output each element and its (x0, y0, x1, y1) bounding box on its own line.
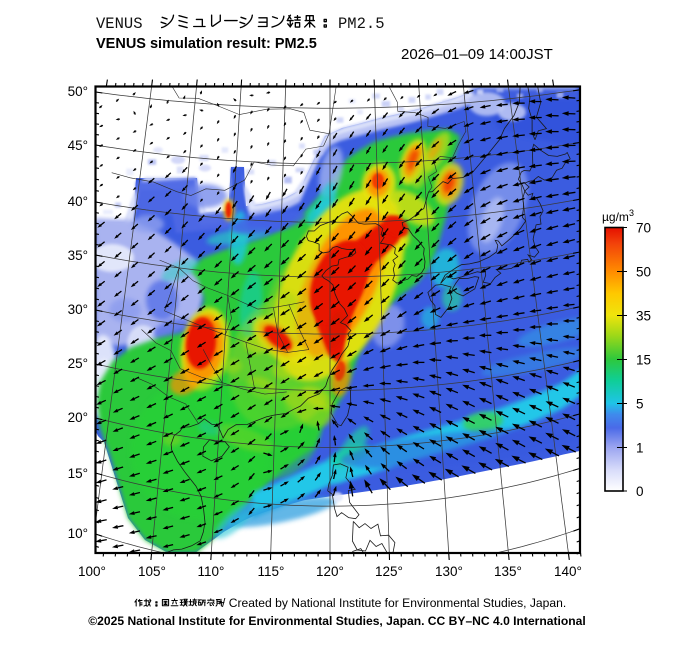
svg-text:15°: 15° (68, 466, 88, 481)
svg-text:0: 0 (636, 484, 644, 499)
svg-text:3: 3 (629, 208, 634, 218)
svg-text:140°: 140° (554, 564, 582, 579)
svg-text:/ Created by National Institut: / Created by National Institute for Envi… (222, 596, 566, 610)
svg-text:70: 70 (636, 221, 651, 236)
svg-text:50: 50 (636, 265, 651, 280)
svg-text:5: 5 (636, 397, 644, 412)
svg-text:100°: 100° (78, 564, 106, 579)
svg-text:25°: 25° (68, 356, 88, 371)
svg-text:130°: 130° (435, 564, 463, 579)
svg-text:30°: 30° (68, 302, 88, 317)
svg-text:20°: 20° (68, 410, 88, 425)
svg-text:110°: 110° (198, 564, 225, 579)
svg-text:1: 1 (636, 441, 644, 456)
svg-text:45°: 45° (68, 138, 88, 153)
svg-text:VENUS simulation result: PM2.5: VENUS simulation result: PM2.5 (96, 36, 317, 52)
svg-text:40°: 40° (68, 194, 88, 209)
svg-text:2026–01–09 14:00JST: 2026–01–09 14:00JST (401, 46, 553, 63)
svg-text:µg/m: µg/m (602, 210, 629, 224)
svg-text:15: 15 (636, 353, 651, 368)
svg-text:35: 35 (636, 309, 651, 324)
svg-text:10°: 10° (68, 526, 88, 541)
svg-text:VENUS: VENUS (96, 15, 143, 33)
svg-text:115°: 115° (258, 564, 285, 579)
svg-text:125°: 125° (375, 564, 403, 579)
svg-text:135°: 135° (494, 564, 522, 579)
svg-text:105°: 105° (138, 564, 166, 579)
svg-text:50°: 50° (68, 84, 88, 99)
svg-text:35°: 35° (68, 248, 88, 263)
svg-text:©2025 National Institute for E: ©2025 National Institute for Environment… (88, 614, 585, 628)
svg-text:120°: 120° (316, 564, 344, 579)
svg-text:PM2.5: PM2.5 (338, 15, 385, 33)
